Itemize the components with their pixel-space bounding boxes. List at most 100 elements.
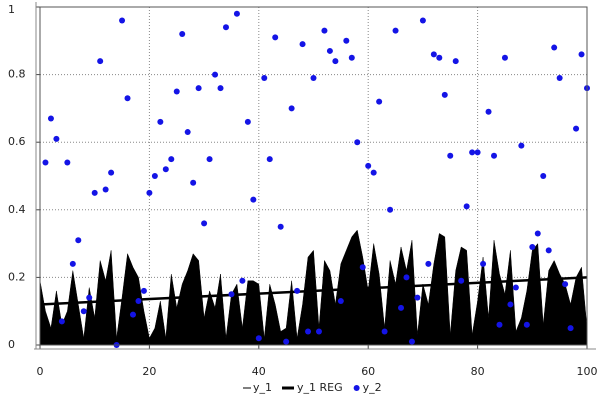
point <box>195 85 202 92</box>
marks <box>39 10 590 348</box>
point <box>184 129 191 136</box>
point <box>441 91 448 98</box>
point <box>436 54 443 61</box>
legend-marker <box>353 385 360 391</box>
point <box>452 58 459 65</box>
point <box>485 108 492 115</box>
point <box>124 95 131 102</box>
point <box>496 321 503 328</box>
point <box>376 98 383 105</box>
point <box>283 338 290 345</box>
x-tick-label: 60 <box>361 365 375 378</box>
point <box>518 142 525 149</box>
point <box>288 105 295 112</box>
point <box>567 325 574 332</box>
point <box>359 264 366 271</box>
point <box>321 27 328 34</box>
point <box>64 159 71 166</box>
point <box>414 294 421 301</box>
point <box>239 277 246 284</box>
point <box>398 304 405 311</box>
point <box>419 17 426 24</box>
point <box>551 44 558 51</box>
point <box>80 308 87 315</box>
point <box>75 237 82 244</box>
point <box>244 118 251 125</box>
point <box>266 156 273 163</box>
point <box>562 281 569 288</box>
point <box>129 311 136 318</box>
point <box>294 287 301 294</box>
y-tick-label: 0.8 <box>8 68 26 81</box>
point <box>97 58 104 65</box>
point <box>91 189 98 196</box>
point <box>261 74 268 81</box>
point <box>463 203 470 210</box>
point <box>332 58 339 65</box>
y-tick-label: 0.2 <box>8 270 26 283</box>
point <box>507 301 514 308</box>
point <box>140 287 147 294</box>
point <box>206 156 213 163</box>
plot-frame <box>39 6 588 346</box>
point <box>408 338 415 345</box>
x-tick-label: 20 <box>142 365 156 378</box>
point <box>545 247 552 254</box>
axes: 0 0.2 0.4 0.6 0.8 1 0 20 40 60 80 100 <box>8 2 598 378</box>
point <box>354 139 361 146</box>
point <box>146 189 153 196</box>
point <box>151 173 158 179</box>
point <box>255 335 262 342</box>
y-tick-label: 1 <box>8 3 15 16</box>
point <box>469 149 476 156</box>
x-tick-label: 40 <box>252 365 266 378</box>
point <box>135 298 142 305</box>
point <box>315 328 322 335</box>
point <box>447 152 454 159</box>
point <box>403 274 410 281</box>
point <box>430 51 437 58</box>
point <box>272 34 279 41</box>
point <box>529 243 536 250</box>
point <box>501 54 508 61</box>
point <box>480 260 487 267</box>
point <box>491 152 498 159</box>
x-tick-label: 0 <box>37 365 44 378</box>
point <box>392 27 399 34</box>
point <box>556 74 563 81</box>
point <box>299 41 306 48</box>
x-tick-label: 100 <box>577 365 598 378</box>
point <box>119 17 126 24</box>
point <box>233 10 240 17</box>
point <box>365 162 372 169</box>
point <box>512 284 519 291</box>
point <box>458 277 465 284</box>
x-tick-label: 80 <box>471 365 485 378</box>
legend-label: y_2 <box>363 381 382 394</box>
point <box>201 220 208 227</box>
point <box>381 328 388 335</box>
point <box>47 115 54 122</box>
point <box>190 179 197 186</box>
point <box>108 169 115 176</box>
y-tick-label: 0 <box>8 338 15 351</box>
area <box>39 229 588 346</box>
point <box>348 54 355 61</box>
point <box>337 298 344 305</box>
y-tick-label: 0.6 <box>8 135 26 148</box>
point <box>53 135 60 142</box>
point <box>173 88 180 95</box>
point <box>474 149 481 156</box>
point <box>370 169 377 176</box>
point <box>277 223 284 230</box>
legend-label: y_1 <box>253 381 272 394</box>
point <box>222 24 229 31</box>
point <box>179 31 186 38</box>
point <box>573 125 580 132</box>
point <box>102 186 109 193</box>
point <box>217 85 224 92</box>
point <box>534 230 541 237</box>
point <box>86 294 93 301</box>
